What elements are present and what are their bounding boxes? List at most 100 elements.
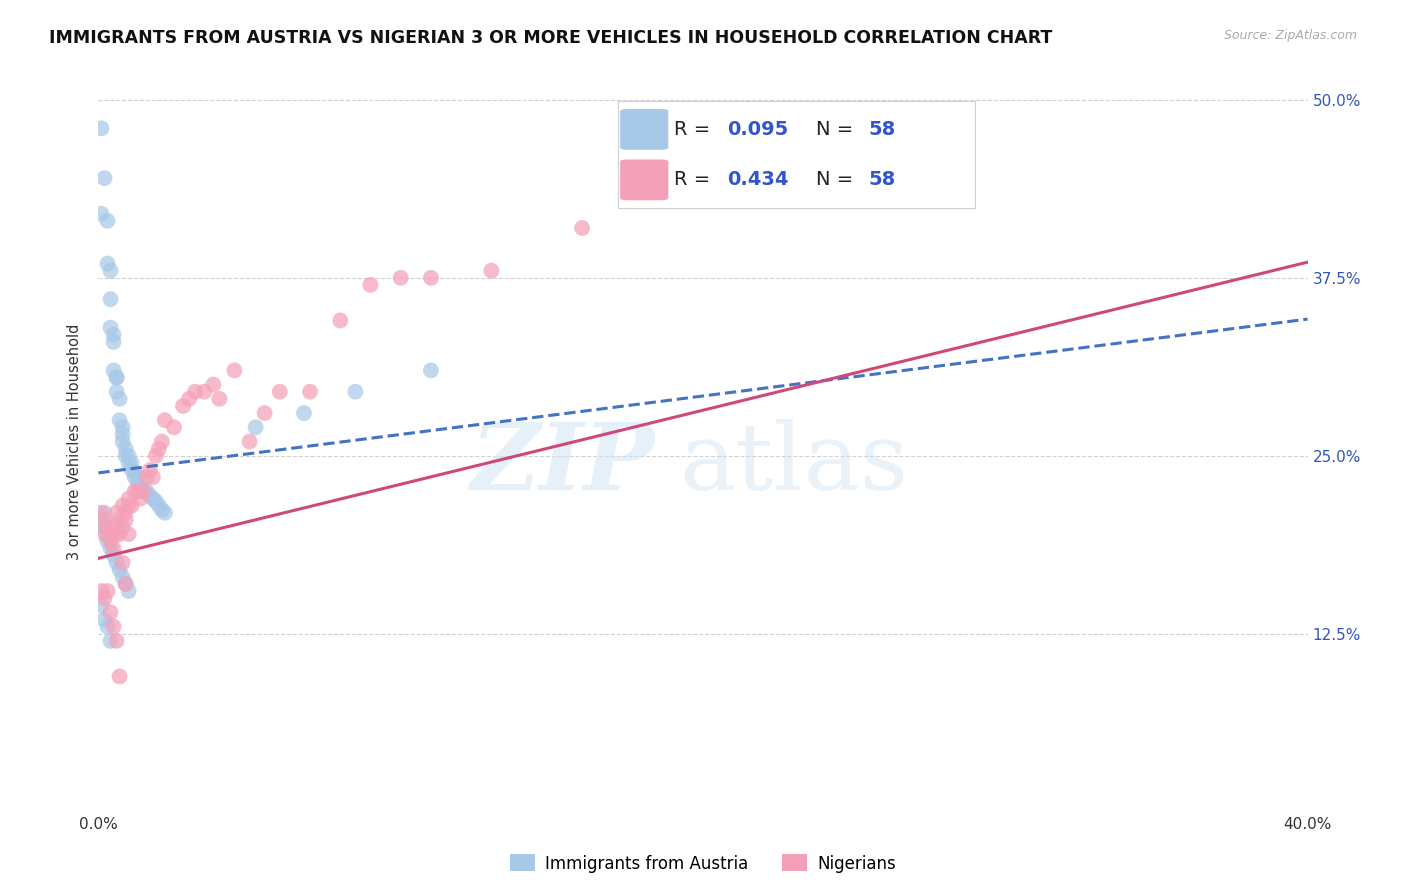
Legend: Immigrants from Austria, Nigerians: Immigrants from Austria, Nigerians xyxy=(503,847,903,880)
Point xyxy=(100,527,122,541)
Point xyxy=(118,449,141,463)
Point xyxy=(127,470,149,484)
Point xyxy=(103,520,125,534)
Point xyxy=(100,606,122,620)
Point xyxy=(139,489,162,503)
Point xyxy=(93,520,115,534)
Point xyxy=(100,541,122,556)
Point xyxy=(153,413,176,427)
Point xyxy=(96,534,118,549)
Point xyxy=(90,520,112,534)
Point xyxy=(245,420,267,434)
Point xyxy=(108,413,131,427)
Point xyxy=(253,406,276,420)
Point xyxy=(114,506,136,520)
Point xyxy=(96,520,118,534)
Point xyxy=(224,363,246,377)
Point xyxy=(135,484,157,499)
Point xyxy=(142,470,165,484)
Point xyxy=(103,327,125,342)
Point xyxy=(105,384,128,399)
Point xyxy=(103,619,125,633)
Point xyxy=(202,377,225,392)
Point xyxy=(103,334,125,349)
Point xyxy=(96,584,118,599)
Point xyxy=(90,599,112,613)
Point xyxy=(105,633,128,648)
Point xyxy=(292,406,315,420)
Point xyxy=(114,513,136,527)
Point xyxy=(93,513,115,527)
Point xyxy=(179,392,201,406)
Point xyxy=(299,384,322,399)
Point xyxy=(148,499,170,513)
Point xyxy=(184,384,207,399)
Point xyxy=(139,463,162,477)
Point xyxy=(121,463,143,477)
Point xyxy=(111,427,134,442)
Point xyxy=(150,503,173,517)
Point xyxy=(420,363,443,377)
Point xyxy=(111,420,134,434)
Point xyxy=(150,434,173,449)
Point xyxy=(93,171,115,186)
Point xyxy=(239,434,262,449)
Point xyxy=(93,527,115,541)
Point xyxy=(118,499,141,513)
Point xyxy=(172,399,194,413)
Point xyxy=(111,520,134,534)
Point xyxy=(481,263,503,277)
Point xyxy=(90,121,112,136)
Point xyxy=(127,484,149,499)
Point xyxy=(93,591,115,606)
Point xyxy=(121,499,143,513)
Point xyxy=(100,534,122,549)
Point xyxy=(135,470,157,484)
Point xyxy=(96,256,118,270)
Point xyxy=(111,499,134,513)
Point xyxy=(153,506,176,520)
Point xyxy=(193,384,215,399)
Point xyxy=(108,563,131,577)
Point xyxy=(100,292,122,306)
Point xyxy=(111,434,134,449)
Point xyxy=(103,541,125,556)
Point xyxy=(100,633,122,648)
Point xyxy=(145,449,167,463)
Point xyxy=(90,506,112,520)
Point xyxy=(100,263,122,277)
Y-axis label: 3 or more Vehicles in Household: 3 or more Vehicles in Household xyxy=(67,324,83,559)
Point xyxy=(108,669,131,683)
Point xyxy=(571,221,593,235)
Point xyxy=(163,420,186,434)
Point xyxy=(96,619,118,633)
Point xyxy=(111,556,134,570)
Point xyxy=(118,527,141,541)
Point xyxy=(96,527,118,541)
Point xyxy=(344,384,367,399)
Point xyxy=(114,577,136,591)
Point xyxy=(127,477,149,491)
Text: atlas: atlas xyxy=(679,418,908,508)
Point xyxy=(389,270,412,285)
Text: Source: ZipAtlas.com: Source: ZipAtlas.com xyxy=(1223,29,1357,42)
Point xyxy=(93,613,115,627)
Point xyxy=(329,313,352,327)
Point xyxy=(103,549,125,563)
Point xyxy=(145,494,167,508)
Point xyxy=(121,456,143,470)
Point xyxy=(108,513,131,527)
Point xyxy=(105,527,128,541)
Point xyxy=(90,207,112,221)
Point xyxy=(420,270,443,285)
Point xyxy=(118,456,141,470)
Point xyxy=(105,370,128,384)
Point xyxy=(124,484,146,499)
Point xyxy=(208,392,231,406)
Point xyxy=(132,484,155,499)
Point xyxy=(124,470,146,484)
Point xyxy=(105,370,128,384)
Point xyxy=(96,214,118,228)
Point xyxy=(100,320,122,334)
Point xyxy=(132,484,155,499)
